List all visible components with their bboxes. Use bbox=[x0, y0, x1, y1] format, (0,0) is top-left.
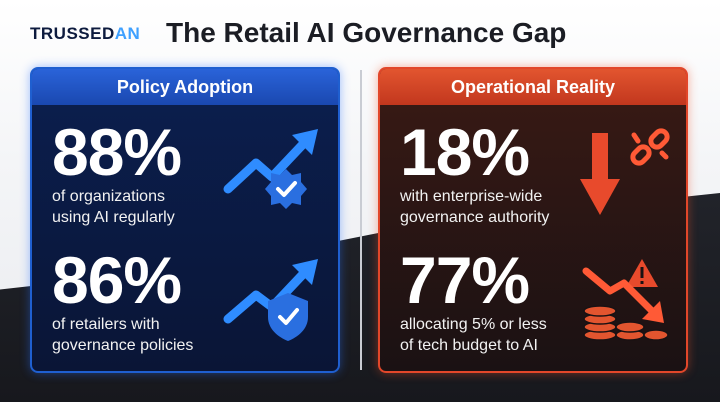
trend-up-shield-check-icon bbox=[223, 259, 318, 341]
stat-value: 18% bbox=[400, 115, 530, 189]
header: TRUSSEDAN The Retail AI Governance Gap bbox=[0, 0, 720, 62]
operational-reality-panel: Operational Reality 18% with enterprise-… bbox=[378, 67, 688, 373]
stat-line-1: of retailers with bbox=[52, 316, 160, 333]
brand-logo: TRUSSEDAN bbox=[30, 24, 140, 44]
stat-line-1: of organizations bbox=[52, 188, 165, 205]
trend-up-badge-check-icon bbox=[223, 129, 318, 209]
center-divider bbox=[360, 70, 362, 370]
stat-block: 18% with enterprise-wide governance auth… bbox=[400, 119, 680, 227]
stat-line-1: with enterprise-wide bbox=[400, 188, 543, 205]
arrow-down-broken-link-icon bbox=[580, 128, 670, 215]
logo-main-text: TRUSSED bbox=[30, 24, 115, 43]
stat-block: 77% allocating 5% or less of tech budget… bbox=[400, 247, 680, 355]
stat-block: 88% of organizations using AI regularly bbox=[52, 119, 332, 227]
stat-value: 77% bbox=[400, 243, 530, 317]
panel-heading: Policy Adoption bbox=[32, 69, 338, 105]
page-title: The Retail AI Governance Gap bbox=[166, 17, 567, 48]
stat-line-2: of tech budget to AI bbox=[400, 337, 538, 354]
coins-trend-down-warning-icon bbox=[582, 259, 669, 341]
stat-value: 86% bbox=[52, 243, 182, 317]
logo-accent-text: AN bbox=[114, 24, 141, 43]
policy-adoption-panel: Policy Adoption 88% of organizations usi… bbox=[30, 67, 340, 373]
panel-heading: Operational Reality bbox=[380, 69, 686, 105]
stat-line-1: allocating 5% or less bbox=[400, 316, 547, 333]
stat-line-2: using AI regularly bbox=[52, 209, 175, 226]
stat-line-2: governance authority bbox=[400, 209, 550, 226]
stat-line-2: governance policies bbox=[52, 337, 194, 354]
stat-value: 88% bbox=[52, 115, 182, 189]
stat-block: 86% of retailers with governance policie… bbox=[52, 247, 332, 355]
